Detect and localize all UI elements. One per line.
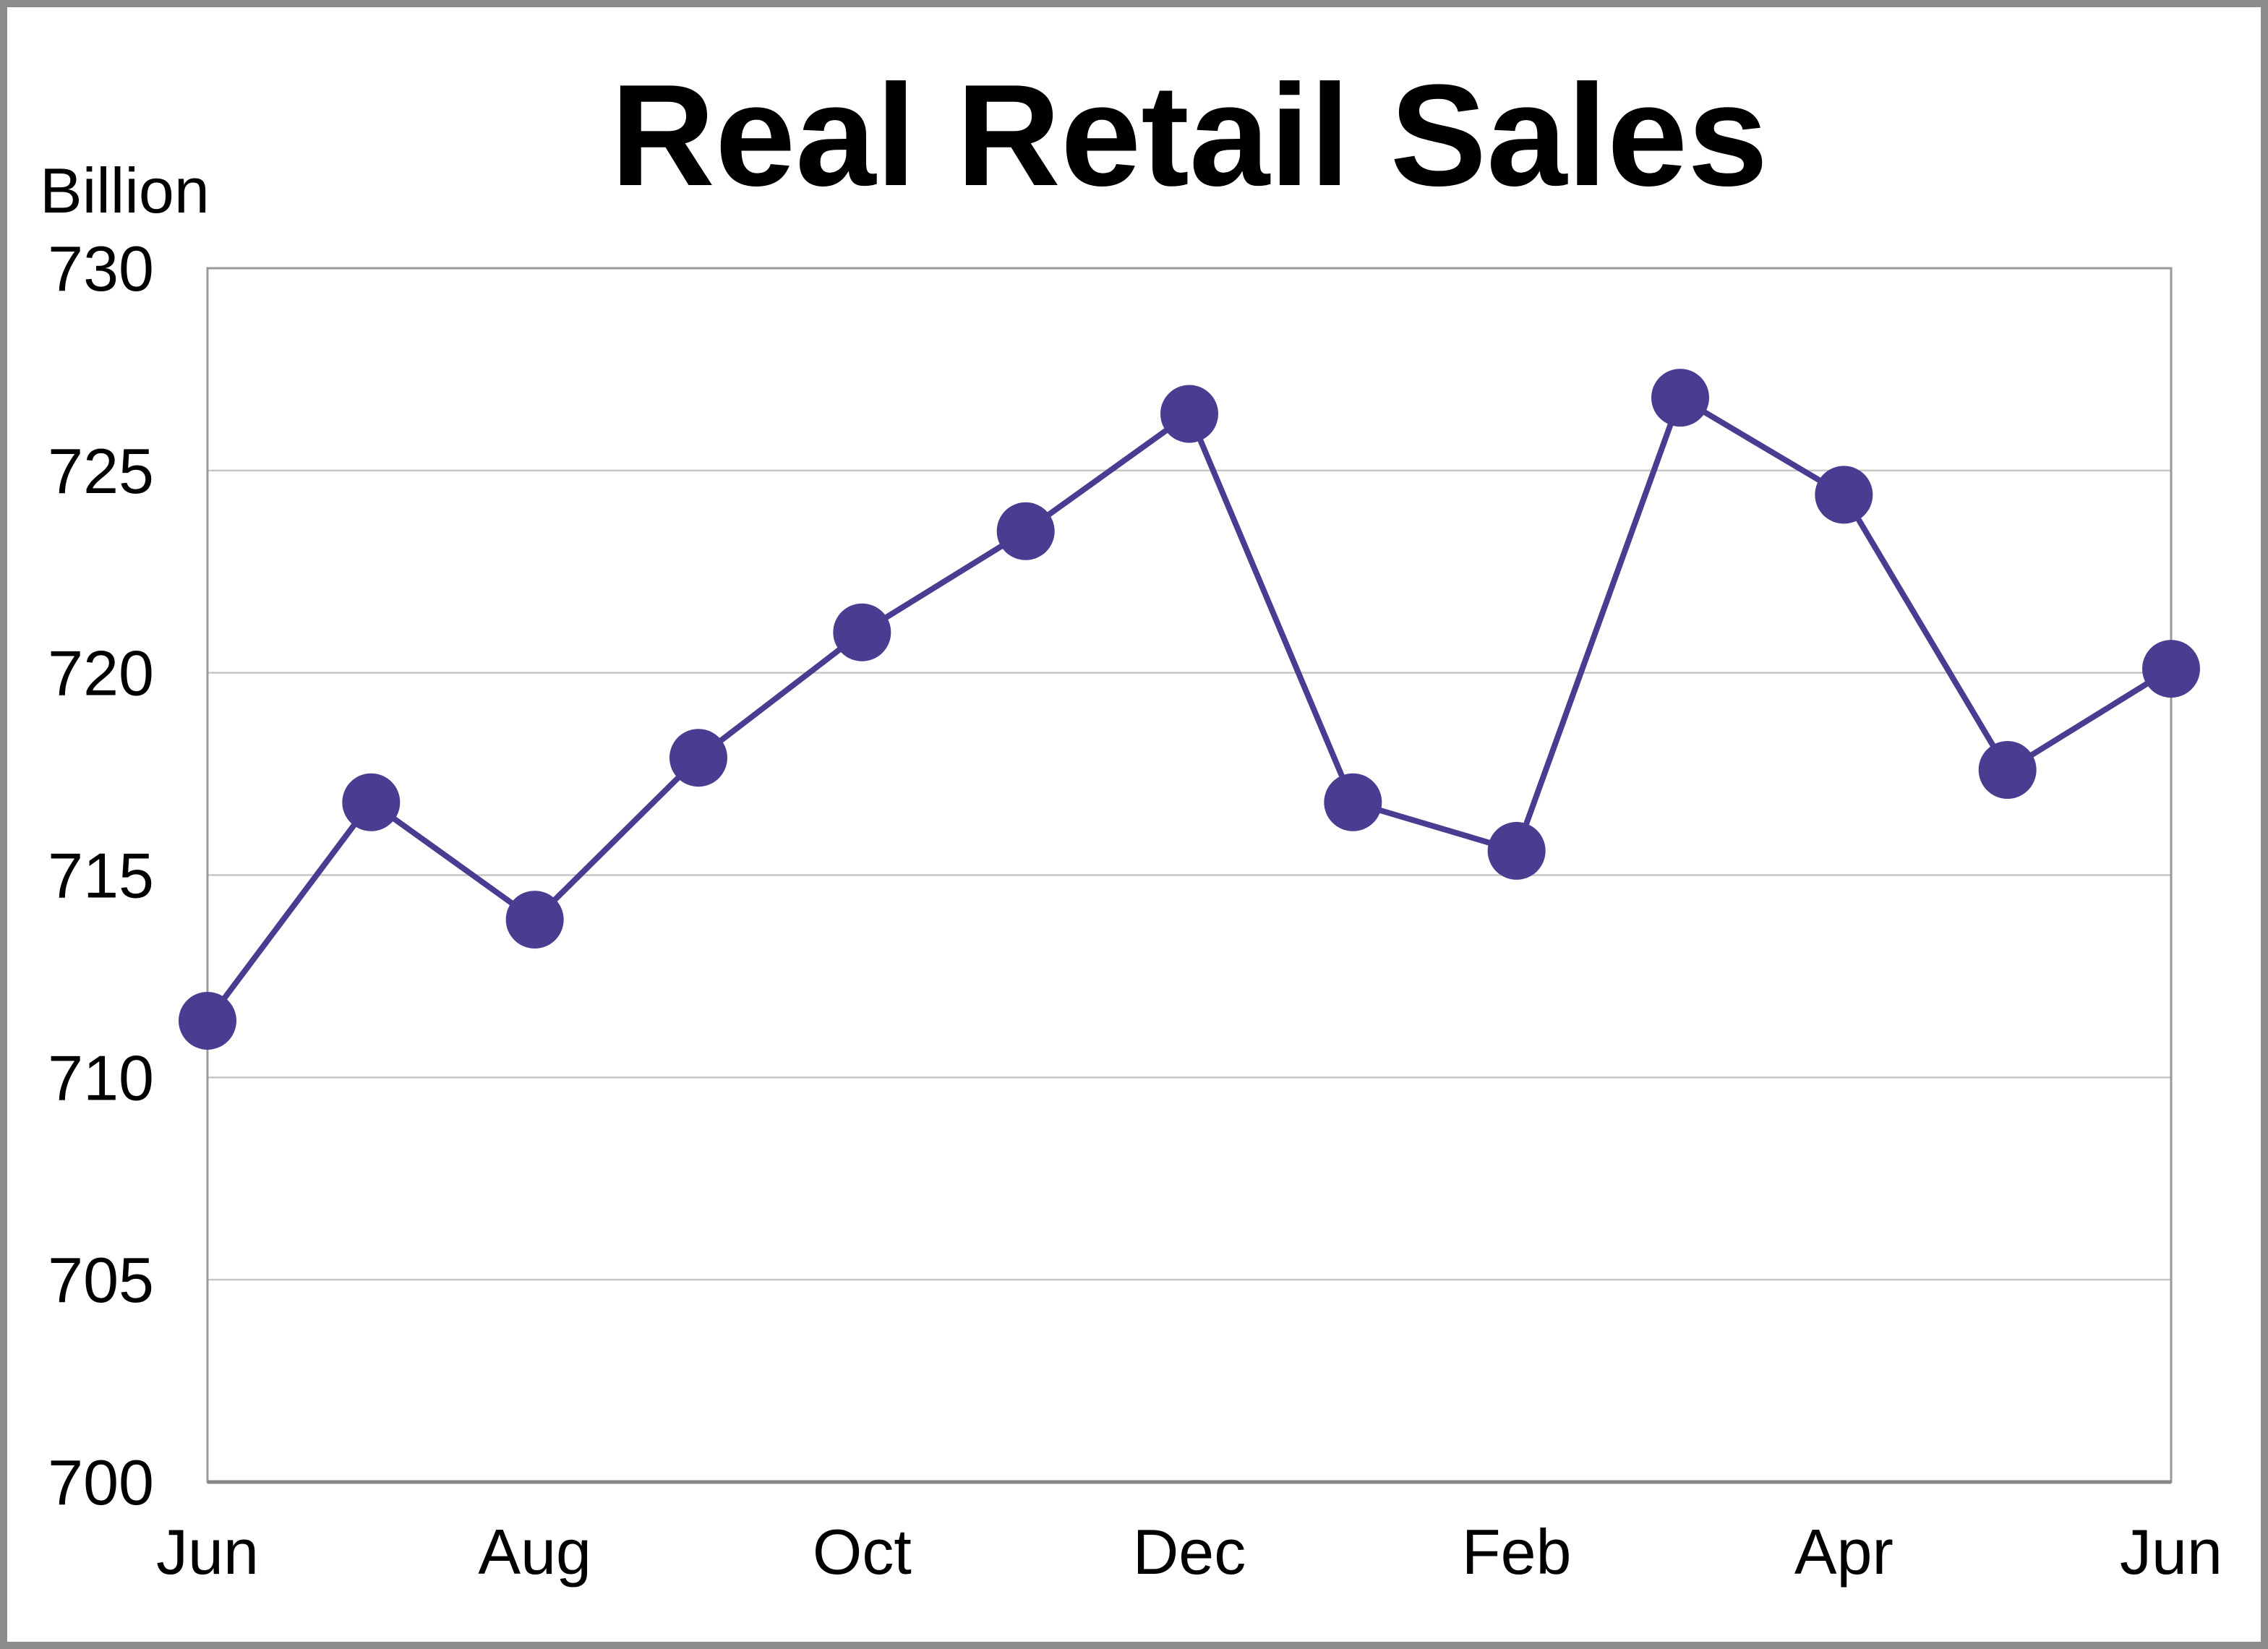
series-line xyxy=(205,395,2173,1023)
x-tick-label-0: Jun xyxy=(156,1516,259,1588)
data-point-marker-nov-5 xyxy=(996,502,1055,560)
data-point-marker-apr-10 xyxy=(1815,466,1873,524)
data-point-marker-feb-8 xyxy=(1487,821,1546,880)
data-point-marker-jun-0 xyxy=(179,991,236,1050)
y-tick-label-715: 715 xyxy=(48,840,154,912)
x-tick-label-8: Feb xyxy=(1462,1516,1572,1588)
x-tick-labels-group: Jun Aug Oct Dec Feb Apr Jun xyxy=(156,1516,2222,1588)
y-tick-label-720: 720 xyxy=(48,638,154,709)
data-point-marker-jul-1 xyxy=(342,773,401,831)
data-point-marker-may-11 xyxy=(1978,740,2037,799)
data-point-marker-mar-9 xyxy=(1651,369,1709,427)
x-tick-label-12: Jun xyxy=(2120,1516,2222,1588)
x-tick-label-6: Dec xyxy=(1133,1516,1246,1588)
y-tick-label-730: 730 xyxy=(48,233,154,304)
data-point-marker-oct-4 xyxy=(833,603,891,661)
data-point-marker-jun-12 xyxy=(2142,640,2200,698)
series-group xyxy=(179,369,2200,1050)
y-axis-unit-label: Billion xyxy=(40,155,210,226)
chart-title: Real Retail Sales xyxy=(610,55,1768,216)
data-point-marker-sep-3 xyxy=(669,729,727,787)
plot-border-group xyxy=(206,267,2173,1484)
y-tick-label-725: 725 xyxy=(48,435,154,507)
data-point-marker-dec-6 xyxy=(1160,385,1218,443)
data-point-marker-jan-7 xyxy=(1324,773,1382,831)
y-tick-label-710: 710 xyxy=(48,1042,154,1113)
x-tick-label-4: Oct xyxy=(813,1516,912,1588)
x-tick-label-2: Aug xyxy=(478,1516,591,1588)
y-tick-labels-group: 730 725 720 715 710 705 700 xyxy=(48,233,154,1518)
gridlines-group xyxy=(207,469,2171,1281)
data-point-marker-aug-2 xyxy=(505,891,564,949)
y-tick-label-705: 705 xyxy=(48,1244,154,1316)
x-tick-label-10: Apr xyxy=(1794,1516,1893,1588)
y-tick-label-700: 700 xyxy=(48,1447,154,1518)
